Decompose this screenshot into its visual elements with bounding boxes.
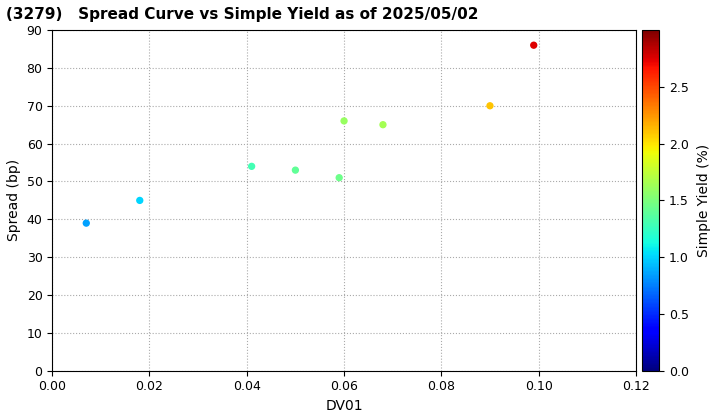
Point	[134, 197, 145, 204]
Y-axis label: Spread (bp): Spread (bp)	[7, 159, 21, 242]
Y-axis label: Simple Yield (%): Simple Yield (%)	[697, 144, 711, 257]
Point	[333, 174, 345, 181]
Text: (3279)   Spread Curve vs Simple Yield as of 2025/05/02: (3279) Spread Curve vs Simple Yield as o…	[6, 7, 478, 22]
X-axis label: DV01: DV01	[325, 399, 363, 413]
Point	[377, 121, 389, 128]
Point	[246, 163, 257, 170]
Point	[81, 220, 92, 226]
Point	[338, 118, 350, 124]
Point	[528, 42, 539, 49]
Point	[289, 167, 301, 173]
Point	[485, 102, 496, 109]
